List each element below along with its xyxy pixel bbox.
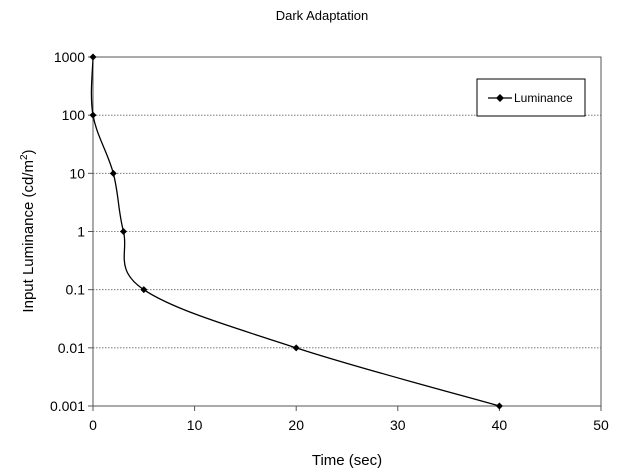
- svg-text:Input Luminance (cd/m2): Input Luminance (cd/m2): [19, 149, 37, 312]
- y-tick-label: 0.001: [50, 398, 85, 414]
- y-axis-title-end: ): [20, 149, 37, 154]
- data-point-marker: [292, 344, 300, 352]
- grid-lines: [93, 114, 601, 349]
- y-tick-label: 10: [69, 165, 85, 181]
- y-tick-label: 1: [77, 224, 85, 240]
- y-tick-label: 1000: [54, 49, 85, 65]
- y-axis-title-sup: 2: [19, 154, 30, 160]
- y-tick-label: 100: [62, 107, 86, 123]
- chart-title: Dark Adaptation: [276, 8, 369, 23]
- x-tick-label: 50: [593, 417, 609, 433]
- y-axis-title: Input Luminance (cd/m2): [19, 149, 37, 312]
- x-tick-labels: 0 10 20 30 40 50: [89, 406, 609, 433]
- y-tick-label: 0.1: [66, 282, 86, 298]
- x-tick-label: 30: [390, 417, 406, 433]
- x-tick-label: 20: [288, 417, 304, 433]
- data-point-marker: [119, 228, 127, 235]
- x-tick-label: 10: [187, 417, 203, 433]
- y-axis-title-main: Input Luminance (cd/m: [20, 160, 37, 313]
- x-tick-label: 40: [492, 417, 508, 433]
- y-tick-labels: 0.001 0.01 0.1 1 10 100 1000: [50, 49, 93, 414]
- y-tick-label: 0.01: [58, 340, 85, 356]
- x-axis-title: Time (sec): [312, 452, 382, 469]
- legend: Luminance: [476, 78, 586, 117]
- legend-diamond-marker: [496, 94, 504, 102]
- series-luminance: [89, 53, 503, 410]
- data-point-marker: [89, 53, 97, 61]
- x-tick-label: 0: [89, 417, 97, 433]
- legend-label: Luminance: [514, 91, 573, 105]
- data-point-marker: [495, 402, 503, 410]
- data-point-marker: [140, 286, 148, 294]
- data-point-marker: [89, 111, 97, 119]
- data-point-marker: [109, 169, 117, 177]
- series-line-luminance: [90, 56, 500, 407]
